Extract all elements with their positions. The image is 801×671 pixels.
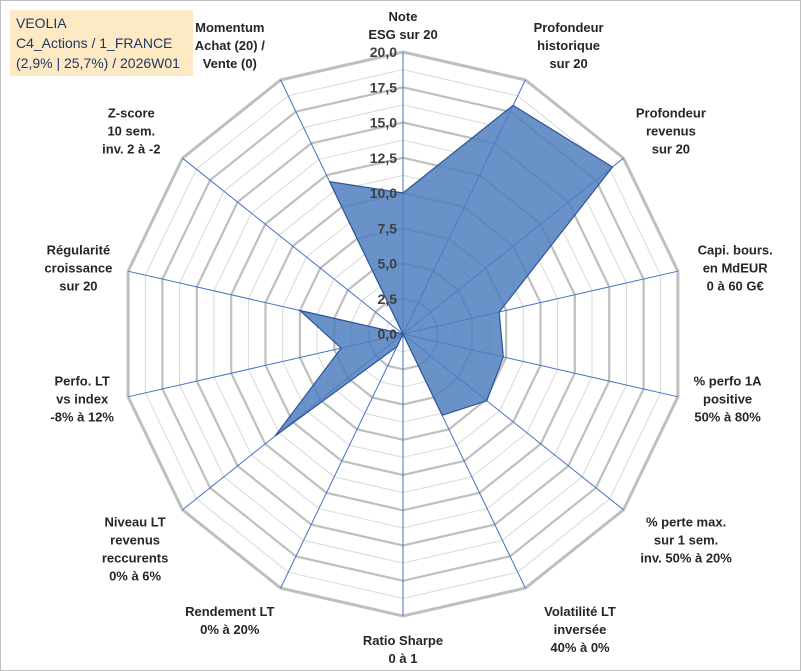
- radar-axis-labels: Note ESG sur 20 Profondeur historique sur 20…: [44, 9, 772, 666]
- tick-label: 0,0: [378, 326, 398, 342]
- axis-label-line: -8% à 12%: [50, 409, 114, 424]
- axis-label-line: sur 1 sem.: [654, 532, 718, 547]
- axis-label: Profondeur historique sur 20: [534, 20, 604, 71]
- axis-label-line: Capi. bours.: [698, 243, 773, 258]
- axis-label-line: Achat (20) /: [195, 38, 265, 53]
- axis-label-line: Z-score: [108, 106, 155, 121]
- axis-label-line: revenus: [646, 124, 696, 139]
- axis-label: Capi. bours. en MdEUR 0 à 60 G€: [698, 243, 773, 294]
- axis-label-line: inv. 50% à 20%: [640, 550, 732, 565]
- axis-label-line: Perfo. LT: [55, 373, 110, 388]
- tick-label: 5,0: [378, 256, 398, 272]
- chart-title-box: VEOLIA C4_Actions / 1_FRANCE (2,9% | 25,…: [10, 10, 193, 76]
- tick-label: 10,0: [370, 185, 397, 201]
- title-line-stats: (2,9% | 25,7%) / 2026W01: [16, 55, 180, 71]
- tick-label: 20,0: [370, 44, 397, 60]
- axis-label-line: revenus: [110, 532, 160, 547]
- axis-label-line: inv. 2 à -2: [102, 142, 160, 157]
- axis-label-line: Profondeur: [534, 20, 604, 35]
- axis-label-line: Profondeur: [636, 106, 706, 121]
- axis-label-line: 0% à 6%: [109, 568, 161, 583]
- axis-label: Momentum Achat (20) / Vente (0): [195, 20, 265, 71]
- tick-label: 15,0: [370, 115, 397, 131]
- tick-label: 17,5: [370, 79, 397, 95]
- axis-label-line: 0 à 1: [389, 651, 418, 666]
- tick-label: 12,5: [370, 150, 397, 166]
- axis-label: % perfo 1A positive 50% à 80%: [694, 373, 763, 424]
- axis-label-line: en MdEUR: [703, 261, 769, 276]
- title-line-category: C4_Actions / 1_FRANCE: [16, 35, 173, 51]
- axis-label: Perfo. LT vs index -8% à 12%: [50, 373, 114, 424]
- axis-label-line: Vente (0): [203, 56, 257, 71]
- axis-label-line: sur 20: [652, 142, 690, 157]
- axis-label: Z-score 10 sem. inv. 2 à -2: [102, 106, 160, 157]
- axis-label: Volatilité LT inversée 40% à 0%: [544, 604, 616, 655]
- axis-label: Régularité croissance sur 20: [44, 243, 112, 294]
- axis-label-line: 50% à 80%: [694, 409, 761, 424]
- axis-label-line: sur 20: [59, 279, 97, 294]
- axis-label-line: inversée: [554, 622, 607, 637]
- radar-tick-labels: 0,0 2,5 5,0 7,5 10,0 12,5 15,0 17,5 20,0: [370, 44, 397, 342]
- series-area: [274, 104, 614, 437]
- axis-label-line: % perte max.: [646, 514, 726, 529]
- title-line-company: VEOLIA: [16, 15, 67, 31]
- axis-label-line: 40% à 0%: [550, 640, 610, 655]
- axis-label-line: positive: [703, 391, 752, 406]
- axis-label: % perte max. sur 1 sem. inv. 50% à 20%: [640, 514, 732, 565]
- axis-label-line: Régularité: [47, 243, 111, 258]
- axis-label: Profondeur revenus sur 20: [636, 106, 706, 157]
- tick-label: 7,5: [378, 220, 398, 236]
- axis-label: Niveau LT revenus reccurents 0% à 6%: [102, 514, 168, 583]
- axis-label-line: 0 à 60 G€: [707, 279, 764, 294]
- axis-label-line: reccurents: [102, 550, 168, 565]
- axis-label: Note ESG sur 20: [368, 9, 437, 42]
- axis-label-line: 0% à 20%: [200, 622, 260, 637]
- tick-label: 2,5: [378, 291, 398, 307]
- axis-label-line: Niveau LT: [105, 514, 166, 529]
- axis-label: Ratio Sharpe 0 à 1: [363, 633, 443, 666]
- axis-label-line: Momentum: [195, 20, 264, 35]
- axis-label-line: Note: [389, 9, 418, 24]
- axis-label-line: Ratio Sharpe: [363, 633, 443, 648]
- axis-label-line: % perfo 1A: [694, 373, 763, 388]
- axis-spoke: [280, 333, 404, 589]
- axis-label-line: Volatilité LT: [544, 604, 616, 619]
- axis-label-line: croissance: [44, 261, 112, 276]
- axis-label-line: ESG sur 20: [368, 27, 437, 42]
- radar-series: [274, 104, 614, 437]
- axis-label-line: historique: [537, 38, 600, 53]
- axis-label-line: 10 sem.: [107, 124, 155, 139]
- axis-spoke: [182, 157, 404, 335]
- axis-label-line: sur 20: [549, 56, 587, 71]
- axis-label-line: vs index: [56, 391, 109, 406]
- axis-label: Rendement LT 0% à 20%: [185, 604, 274, 637]
- axis-label-line: Rendement LT: [185, 604, 274, 619]
